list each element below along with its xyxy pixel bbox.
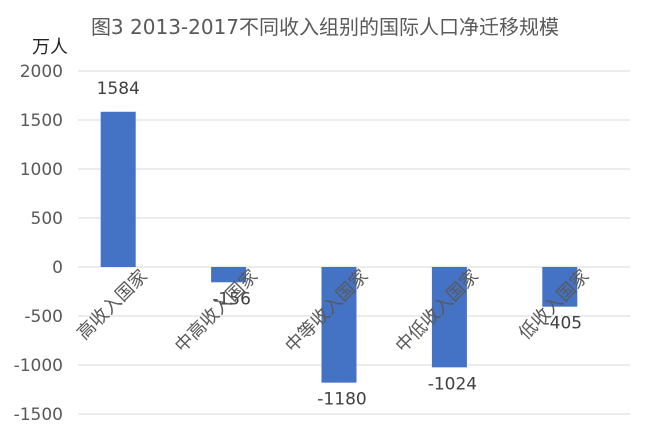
- y-tick-label: 500: [31, 209, 63, 229]
- bars: [100, 111, 578, 383]
- y-axis-tick-labels: 2000 1500 1000 500 0 -500 -1000 -1500: [14, 62, 63, 425]
- data-label: -156: [212, 289, 251, 309]
- data-label: -1180: [317, 390, 366, 410]
- y-tick-label: -500: [24, 307, 63, 327]
- category-label: 高收入国家: [73, 266, 151, 344]
- bar: [431, 267, 467, 368]
- y-axis-unit: 万人: [32, 37, 68, 58]
- y-tick-label: 1000: [20, 160, 63, 180]
- data-labels: 1584 -156 -1180 -1024 -405: [97, 79, 583, 410]
- y-tick-label: 1500: [20, 111, 63, 131]
- y-tick-label: -1000: [14, 356, 63, 376]
- y-tick-label: -1500: [14, 405, 63, 425]
- bar: [211, 267, 247, 283]
- data-label: -405: [544, 314, 583, 334]
- y-tick-label: 2000: [20, 62, 63, 82]
- data-label: 1584: [97, 79, 140, 99]
- bar: [321, 267, 357, 383]
- bar: [542, 267, 578, 307]
- chart-title: 图3 2013-2017不同收入组别的国际人口净迁移规模: [91, 15, 559, 39]
- y-tick-label: 0: [52, 258, 63, 278]
- bar: [100, 111, 136, 267]
- data-label: -1024: [428, 374, 477, 394]
